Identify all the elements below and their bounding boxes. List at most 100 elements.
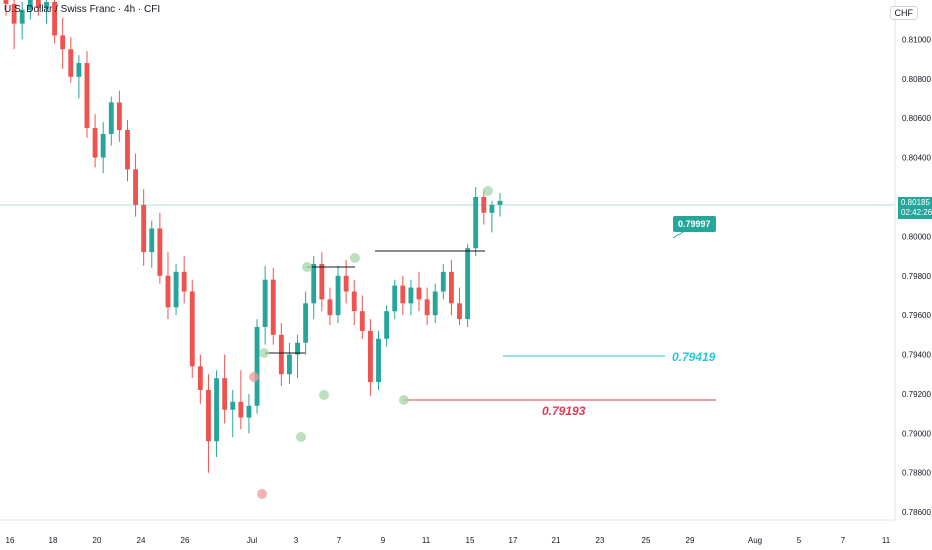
x-tick-label: 25 [642, 536, 651, 545]
y-tick-label: 0.80600 [902, 114, 931, 123]
target-price-badge[interactable]: 0.79997 [673, 216, 716, 232]
x-tick-label: 11 [882, 536, 891, 545]
x-tick-label: 17 [509, 536, 518, 545]
swing-low-marker [399, 395, 409, 405]
x-tick-label: 15 [466, 536, 475, 545]
candle-body [197, 366, 203, 390]
candle-body [278, 334, 284, 375]
last-price-value: 0.80185 [901, 198, 930, 207]
x-tick-label: 20 [93, 536, 102, 545]
price-axis[interactable]: 0.81000 0.80800 0.80600 0.80400 0.80000 0.798… [894, 0, 932, 550]
candle-body [424, 299, 430, 316]
candle-body [335, 275, 341, 316]
x-tick-label: 21 [552, 536, 561, 545]
y-tick-label: 0.80400 [902, 154, 931, 163]
candle-body [327, 299, 333, 316]
y-tick-label: 0.79800 [902, 272, 931, 281]
candle-body [400, 285, 406, 304]
y-tick-label: 0.79000 [902, 429, 931, 438]
candle-body [262, 279, 268, 327]
candle-body [76, 63, 82, 77]
candle-body [214, 378, 219, 442]
upper-level-label: 0.79419 [672, 350, 716, 364]
last-price-tag: 0.80185 02:42:26 [898, 197, 932, 219]
x-tick-label: 23 [596, 536, 605, 545]
candle-body [222, 378, 228, 410]
candle-body [181, 271, 187, 292]
currency-button[interactable]: CHF [889, 6, 918, 20]
x-tick-label: 26 [181, 536, 190, 545]
x-tick-label: Jul [247, 536, 257, 545]
candle-body [189, 291, 195, 367]
candle-body [376, 338, 381, 383]
price-axis-bg [895, 0, 932, 550]
candle-body [230, 401, 236, 410]
swing-high-marker [350, 253, 360, 263]
y-tick-label: 0.81000 [902, 35, 931, 44]
x-tick-label: 3 [294, 536, 299, 545]
candle-body [206, 390, 211, 442]
candle-body [295, 342, 300, 355]
candle-body [100, 133, 106, 158]
swing-low-marker [257, 489, 267, 499]
candle-body [367, 330, 373, 383]
candle-body [343, 275, 349, 292]
candle-body [141, 204, 147, 253]
candle-body [3, 0, 9, 4]
candle-body [287, 354, 292, 375]
swing-high-marker [483, 186, 493, 196]
candle-body [351, 291, 357, 312]
candle-body [35, 0, 41, 8]
swing-high-marker [302, 262, 312, 272]
x-tick-label: Aug [748, 536, 762, 545]
candle-body [473, 196, 479, 249]
swing-marker-red [249, 372, 259, 382]
x-tick-label: 5 [797, 536, 802, 545]
candle-body [303, 303, 309, 343]
symbol-title[interactable]: U.S. Dollar / Swiss Franc · 4h · CFI [4, 4, 161, 15]
x-tick-label: 29 [686, 536, 695, 545]
bar-countdown: 02:42:26 [901, 208, 932, 217]
x-tick-label: 16 [6, 536, 15, 545]
candle-body [27, 0, 33, 10]
candle-body [92, 128, 98, 158]
candle-body [384, 311, 390, 339]
candle-body [497, 200, 503, 205]
swing-high-marker [296, 432, 306, 442]
x-tick-label: 9 [381, 536, 386, 545]
y-tick-label: 0.78800 [902, 469, 931, 478]
swing-high-marker [259, 348, 269, 358]
candle-body [19, 9, 25, 24]
candle-body [448, 271, 454, 304]
candle-body [238, 401, 244, 418]
candle-body [68, 49, 74, 77]
candle-body [416, 287, 422, 300]
time-axis[interactable]: 16 18 20 24 26 Jul 3 7 9 11 15 17 21 23 25 29 Aug 5 7 11 [0, 519, 895, 545]
candle-body [173, 271, 179, 308]
candle-body [11, 3, 17, 24]
candle-body [116, 102, 122, 130]
candle-body [246, 405, 252, 418]
candle-body [311, 263, 317, 304]
x-tick-label: 7 [841, 536, 846, 545]
swing-high-marker [319, 390, 329, 400]
candle-body [149, 228, 155, 253]
candle-body [108, 102, 114, 134]
candle-body [270, 279, 276, 335]
candlestick-series [3, 0, 503, 473]
candle-body [52, 1, 58, 36]
x-tick-label: 11 [422, 536, 431, 545]
candle-body [254, 326, 260, 406]
y-tick-label: 0.78600 [902, 508, 931, 517]
y-tick-label: 0.79200 [902, 390, 931, 399]
candle-body [84, 63, 90, 129]
overlay-drawings [0, 186, 895, 499]
candle-body [408, 287, 414, 304]
lower-level-label: 0.79193 [542, 404, 586, 418]
candle-body [432, 291, 438, 316]
candle-body [125, 130, 130, 170]
candle-body [440, 271, 446, 292]
y-tick-label: 0.79400 [902, 351, 931, 360]
candle-body [465, 248, 471, 320]
